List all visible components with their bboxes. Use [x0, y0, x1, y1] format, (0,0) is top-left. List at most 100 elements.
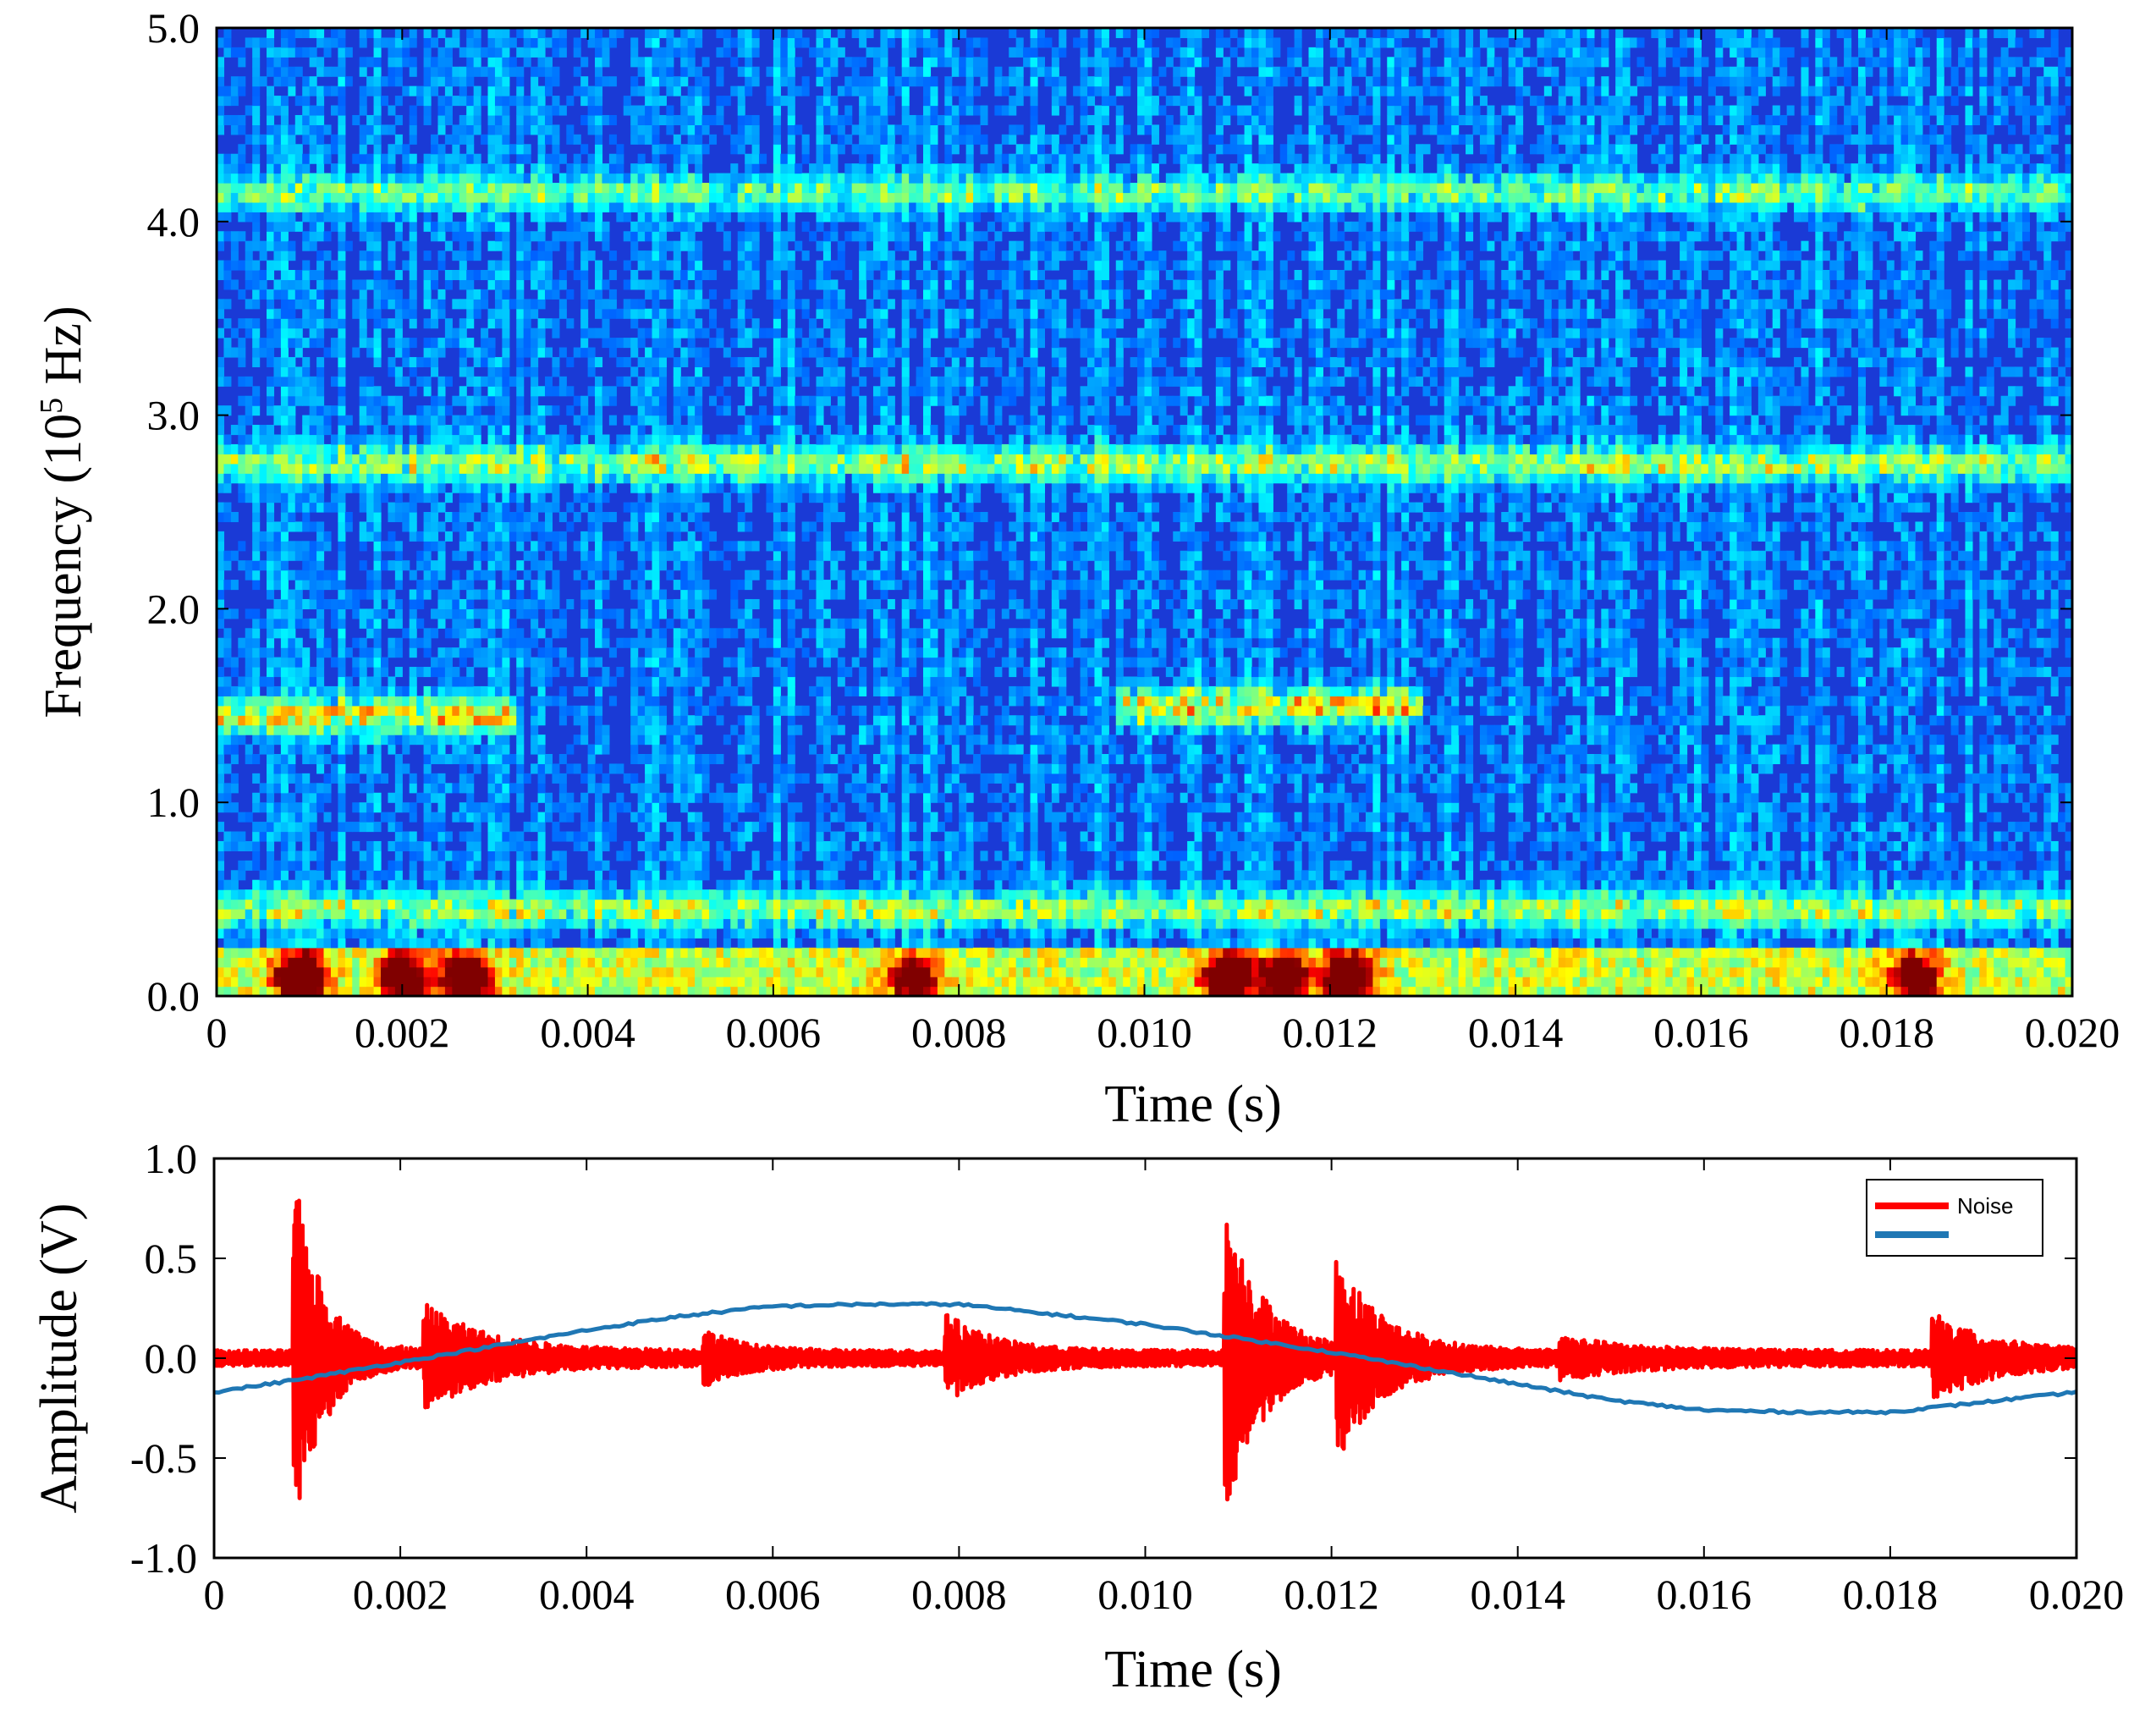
spectrogram-cell [444, 153, 453, 164]
spectrogram-cell [616, 443, 624, 454]
spectrogram-cell [602, 114, 610, 125]
spectrogram-cell [381, 560, 389, 571]
spectrogram-cell [566, 173, 575, 184]
spectrogram-cell [252, 947, 261, 958]
spectrogram-cell [481, 463, 489, 474]
spectrogram-cell [359, 327, 367, 338]
spectrogram-cell [658, 637, 667, 648]
spectrogram-cell [687, 977, 696, 988]
spectrogram-cell [344, 434, 353, 445]
spectrogram-cell [652, 85, 660, 96]
spectrogram-cell [580, 289, 589, 300]
spectrogram-cell [409, 124, 417, 135]
spectrogram-cell [595, 28, 603, 39]
spectrogram-cell [687, 327, 696, 338]
spectrogram-cell [359, 134, 367, 145]
spectrogram-cell [409, 938, 417, 949]
spectrogram-cell [409, 192, 417, 203]
spectrogram-cell [637, 550, 646, 561]
spectrogram-cell [587, 889, 596, 900]
spectrogram-cell [616, 212, 624, 223]
spectrogram-cell [452, 715, 460, 726]
spectrogram-cell [316, 879, 325, 890]
spectrogram-cell [280, 850, 289, 861]
spectrogram-cell [373, 667, 382, 678]
spectrogram-cell [366, 927, 375, 938]
spectrogram-cell [294, 977, 303, 988]
spectrogram-cell [487, 85, 496, 96]
spectrogram-cell [259, 76, 267, 87]
spectrogram-cell [366, 212, 375, 223]
spectrogram-cell [481, 986, 489, 997]
spectrogram-cell [394, 192, 403, 203]
spectrogram-cell [338, 938, 346, 949]
spectrogram-cell [544, 560, 553, 571]
spectrogram-cell [516, 212, 525, 223]
spectrogram-cell [423, 250, 432, 261]
spectrogram-cell [494, 192, 503, 203]
spectrogram-cell [673, 550, 681, 561]
spectrogram-cell [302, 124, 311, 135]
spectrogram-cell [494, 482, 503, 493]
spectrogram-cell [466, 212, 475, 223]
spectrogram-cell [544, 482, 553, 493]
spectrogram-cell [352, 482, 360, 493]
spectrogram-cell [687, 231, 696, 242]
spectrogram-cell [459, 647, 467, 658]
spectrogram-cell [494, 299, 503, 310]
spectrogram-cell [552, 628, 560, 639]
spectrogram-cell [544, 386, 553, 397]
spectrogram-cell [238, 927, 246, 938]
spectrogram-cell [316, 918, 325, 929]
spectrogram-cell [217, 608, 225, 619]
spectrogram-cell [537, 840, 546, 851]
spectrogram-cell [580, 927, 589, 938]
spectrogram-cell [273, 443, 282, 454]
spectrogram-cell [623, 899, 631, 910]
spectrogram-cell [223, 279, 232, 290]
spectrogram-cell [288, 927, 296, 938]
spectrogram-cell [502, 502, 510, 513]
spectrogram-cell [701, 201, 710, 212]
spectrogram-cell [494, 667, 503, 678]
spectrogram-cell [338, 715, 346, 726]
spectrogram-cell [602, 183, 610, 194]
spectrogram-cell [252, 550, 261, 561]
spectrogram-cell [595, 47, 603, 58]
spectrogram-cell [544, 57, 553, 68]
spectrogram-cell [273, 212, 282, 223]
spectrogram-cell [409, 85, 417, 96]
spectrogram-cell [466, 938, 475, 949]
spectrogram-cell [516, 589, 525, 600]
spectrogram-cell [531, 870, 539, 881]
spectrogram-cell [338, 696, 346, 707]
spectrogram-cell [687, 570, 696, 581]
spectrogram-cell [288, 405, 296, 416]
spectrogram-cell [444, 986, 453, 997]
spectrogram-cell [238, 685, 246, 696]
spectrogram-cell [481, 493, 489, 504]
spectrogram-cell [658, 938, 667, 949]
spectrogram-cell [316, 705, 325, 716]
spectrogram-cell [544, 105, 553, 116]
spectrogram-cell [481, 96, 489, 107]
spectrogram-cell [652, 318, 660, 329]
spectrogram-cell [658, 434, 667, 445]
spectrogram-cell [466, 628, 475, 639]
spectrogram-cell [502, 192, 510, 203]
spectrogram-cell [687, 85, 696, 96]
spectrogram-cell [223, 724, 232, 735]
spectrogram-cell [523, 860, 531, 871]
spectrogram-cell [523, 308, 531, 319]
spectrogram-cell [394, 376, 403, 387]
spectrogram-cell [437, 502, 446, 513]
spectrogram-cell [544, 260, 553, 271]
spectrogram-cell [431, 134, 439, 145]
spectrogram-cell [680, 57, 689, 68]
spectrogram-cell [402, 521, 410, 532]
spectrogram-cell [695, 879, 703, 890]
spectrogram-cell [487, 347, 496, 358]
spectrogram-cell [330, 443, 338, 454]
spectrogram-cell [366, 715, 375, 726]
spectrogram-cell [431, 443, 439, 454]
